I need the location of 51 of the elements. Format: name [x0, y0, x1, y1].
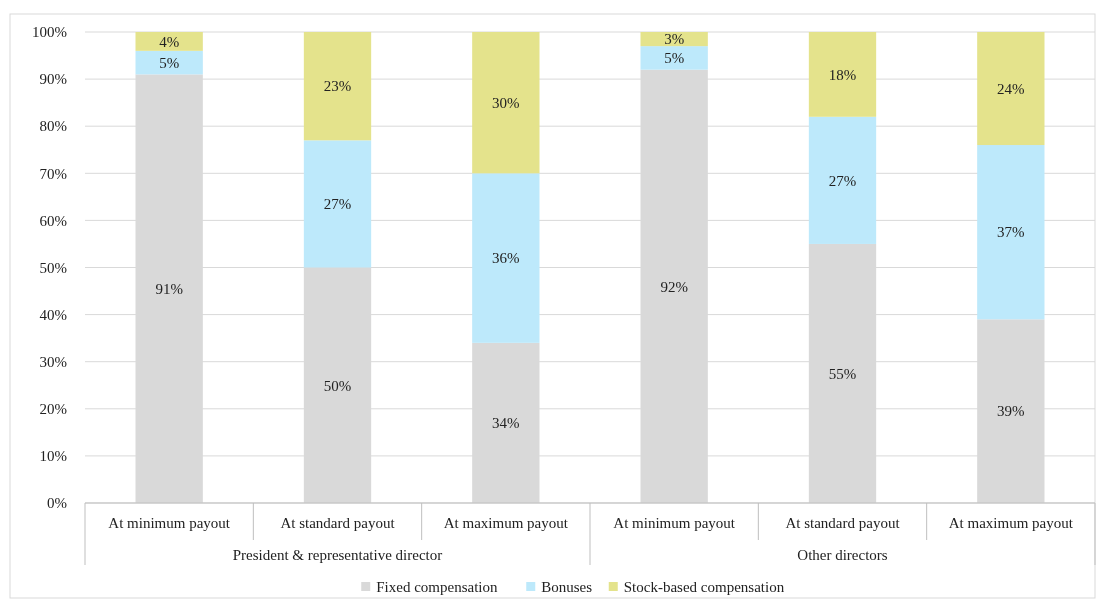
- data-label: 55%: [828, 365, 857, 382]
- data-label: 50%: [323, 377, 352, 394]
- data-label: 91%: [155, 280, 183, 297]
- data-label: 27%: [323, 196, 352, 213]
- bar: [303, 140, 372, 268]
- data-label: 3%: [664, 31, 685, 48]
- x-tick-label: At standard payout: [280, 515, 396, 531]
- x-tick-label: At minimum payout: [613, 515, 736, 531]
- x-tick-label: At maximum payout: [948, 515, 1074, 531]
- data-label: 18%: [828, 66, 857, 83]
- y-tick-label: 70%: [39, 165, 67, 182]
- legend-label: Bonuses: [541, 579, 593, 596]
- bar: [640, 46, 708, 70]
- bar: [472, 32, 540, 174]
- data-label: 37%: [997, 224, 1025, 241]
- x-tick-label: At minimum payout: [108, 515, 231, 531]
- legend-label: Stock-based compensation: [623, 579, 785, 596]
- y-tick-label: 80%: [39, 118, 67, 135]
- text: President & representative director: [232, 547, 443, 563]
- x-tick-label: At maximum payout: [443, 515, 569, 531]
- bar: [977, 145, 1045, 320]
- bar: [808, 116, 877, 244]
- data-label: 23%: [323, 78, 352, 95]
- bar: [977, 32, 1045, 146]
- data-label: 5%: [664, 50, 685, 67]
- y-tick-label: 40%: [39, 306, 67, 323]
- data-label: 5%: [159, 54, 180, 71]
- bar: [135, 32, 203, 51]
- bar: [808, 32, 877, 117]
- text: Other directors: [797, 547, 888, 563]
- y-tick-label: 20%: [39, 401, 67, 418]
- bar: [472, 173, 540, 343]
- bar: [135, 50, 203, 75]
- data-label: 24%: [997, 80, 1025, 97]
- x-tick-label: At standard payout: [785, 515, 901, 531]
- data-label: 27%: [828, 172, 857, 189]
- y-tick-label: 60%: [39, 212, 67, 229]
- y-tick-label: 0%: [47, 495, 67, 512]
- data-label: 30%: [492, 94, 520, 111]
- y-tick-label: 100%: [32, 24, 67, 41]
- y-tick-label: 90%: [39, 71, 67, 88]
- data-label: 36%: [492, 250, 520, 267]
- y-tick-label: 10%: [39, 448, 67, 465]
- y-tick-label: 30%: [39, 353, 67, 370]
- data-label: 34%: [492, 415, 520, 432]
- bar: [303, 32, 372, 141]
- data-label: 39%: [997, 403, 1025, 420]
- legend-label: Fixed compensation: [376, 579, 498, 596]
- y-tick-label: 50%: [39, 259, 67, 276]
- data-label: 92%: [660, 278, 688, 295]
- data-label: 4%: [159, 33, 180, 50]
